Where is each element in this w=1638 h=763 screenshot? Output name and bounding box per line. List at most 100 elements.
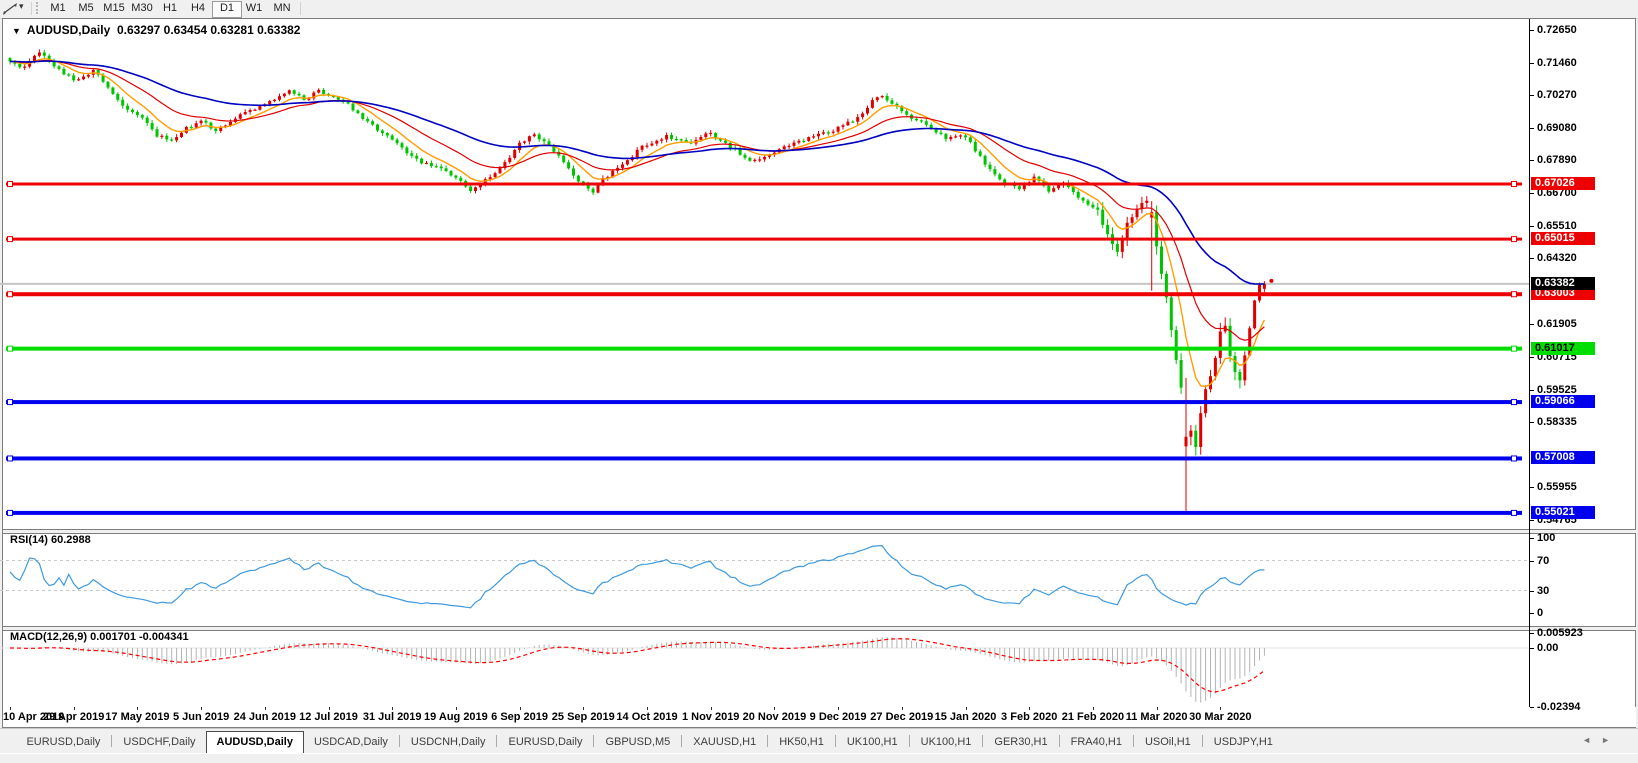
chart-tab-uk100-h1[interactable]: UK100,H1 [846, 736, 898, 748]
timeframe-button-h4[interactable]: H4 [190, 2, 206, 14]
candle-body [209, 122, 213, 129]
candle-body [782, 146, 786, 150]
hline-0.59066[interactable] [6, 400, 1522, 405]
timeframe-button-d1[interactable]: D1 [212, 1, 242, 18]
tab-separator [1132, 734, 1134, 747]
candle-body [787, 145, 791, 148]
timeframe-button-m1[interactable]: M1 [50, 2, 66, 14]
candle-body [1174, 330, 1178, 361]
hline-handle[interactable] [7, 509, 13, 516]
candle-body [924, 121, 928, 125]
hline-handle[interactable] [1511, 291, 1517, 298]
timeframe-button-h1[interactable]: H1 [162, 2, 178, 14]
candle-body [1052, 188, 1056, 192]
hline-handle[interactable] [7, 399, 13, 406]
timeframe-button-m30[interactable]: M30 [131, 2, 153, 14]
candle-body [934, 128, 938, 133]
chart-tab-xauusd-h1[interactable]: XAUUSD,H1 [693, 736, 757, 748]
candle-body [121, 99, 125, 106]
tab-separator [496, 734, 498, 747]
hline-0.63003[interactable] [6, 292, 1522, 297]
candle-body [1037, 176, 1041, 181]
rsi-tick-label: 0 [1537, 607, 1544, 619]
candle-body [483, 179, 487, 186]
candle-body [959, 135, 963, 137]
dropdown-caret-icon[interactable]: ▾ [19, 1, 24, 11]
candle-body [513, 149, 517, 158]
panel-separator-macd[interactable] [3, 626, 1636, 631]
hline-handle[interactable] [7, 455, 13, 462]
candle-body [572, 168, 575, 176]
date-label: 15 Jan 2020 [934, 711, 997, 723]
chart-tab-audusd-daily[interactable]: AUDUSD,Daily [205, 731, 304, 753]
hline-handle[interactable] [1511, 399, 1517, 406]
toolbar-grip[interactable] [36, 2, 41, 14]
chart-tab-usdcnh-daily[interactable]: USDCNH,Daily [410, 736, 486, 748]
candle-body [621, 164, 624, 168]
date-label: 10 Apr 2019 [3, 711, 65, 723]
chart-tab-eurusd-daily[interactable]: EURUSD,Daily [508, 736, 583, 748]
hline-handle[interactable] [1511, 236, 1517, 243]
timeframe-button-mn[interactable]: MN [273, 2, 291, 14]
hline-handle[interactable] [1511, 455, 1517, 462]
chart-tab-usdcad-daily[interactable]: USDCAD,Daily [313, 736, 388, 748]
candle-body [1243, 355, 1247, 381]
timeframe-button-m15[interactable]: M15 [103, 2, 125, 14]
date-tick-mark [583, 707, 585, 710]
chart-tab-fra40-h1[interactable]: FRA40,H1 [1070, 736, 1122, 748]
chart-tab-usdjpy-h1[interactable]: USDJPY,H1 [1213, 736, 1273, 748]
hline-handle[interactable] [1511, 345, 1517, 352]
hline-0.65015[interactable] [6, 237, 1522, 241]
candle-body [248, 110, 252, 113]
candle-body [728, 142, 732, 149]
hline-handle[interactable] [7, 236, 13, 243]
candle-body [474, 187, 477, 191]
chart-tab-eurusd-daily[interactable]: EURUSD,Daily [26, 736, 101, 748]
tab-separator [1058, 734, 1060, 747]
hline-handle[interactable] [7, 291, 13, 298]
candle-body [831, 131, 835, 133]
chart-tab-gbpusd-m5[interactable]: GBPUSD,M5 [605, 736, 671, 748]
hline-0.61017[interactable] [6, 346, 1522, 351]
candle-body [1238, 371, 1242, 381]
macd-tick-label: 0.005923 [1537, 627, 1583, 640]
chart-tab-hk50-h1[interactable]: HK50,H1 [779, 736, 824, 748]
macd-tick-label: 0.00 [1537, 642, 1559, 654]
hline-0.57008[interactable] [6, 456, 1522, 461]
macd-panel-canvas[interactable] [0, 630, 1529, 706]
hline-handle[interactable] [1511, 509, 1517, 516]
chart-tab-bar: EURUSD,Daily USDCHF,Daily AUDUSD,Daily USDC… [0, 728, 1638, 754]
hline-handle[interactable] [7, 345, 13, 352]
candle-body [18, 63, 22, 68]
drawing-tool-icon[interactable] [2, 2, 18, 16]
hline-handle[interactable] [7, 181, 13, 187]
candle-body [826, 132, 830, 134]
tab-scroll-right-icon[interactable]: ► [1601, 735, 1620, 745]
hline-0.55021[interactable] [6, 510, 1522, 515]
chart-tab-usoil-h1[interactable]: USOil,H1 [1144, 736, 1191, 748]
panel-separator-rsi[interactable] [3, 529, 1636, 534]
candle-body [292, 90, 296, 94]
collapse-icon[interactable]: ▼ [12, 26, 21, 36]
candle-body [415, 155, 419, 159]
candle-body [238, 114, 242, 119]
candle-body [900, 106, 904, 112]
candle-body [400, 143, 404, 148]
candle-body [278, 96, 281, 100]
chart-tab-uk100-h1[interactable]: UK100,H1 [920, 736, 972, 748]
chart-tab-ger30-h1[interactable]: GER30,H1 [994, 736, 1048, 748]
macd-tick-mark [1530, 648, 1534, 649]
hline-price-tag: 0.59066 [1531, 395, 1595, 409]
main-chart-canvas[interactable] [0, 19, 1529, 529]
timeframe-button-w1[interactable]: W1 [245, 2, 263, 14]
candle-body [714, 132, 718, 139]
tab-scroll-left-icon[interactable]: ◄ [1582, 735, 1602, 745]
date-label: 3 Feb 2020 [1001, 711, 1058, 723]
rsi-panel-canvas[interactable] [0, 533, 1529, 626]
candle-body [1057, 185, 1061, 189]
hline-handle[interactable] [1511, 181, 1517, 187]
timeframe-button-m5[interactable]: M5 [78, 2, 94, 14]
hline-0.67026[interactable] [6, 182, 1522, 186]
chart-tab-usdchf-daily[interactable]: USDCHF,Daily [123, 736, 196, 748]
candle-body [253, 109, 257, 111]
